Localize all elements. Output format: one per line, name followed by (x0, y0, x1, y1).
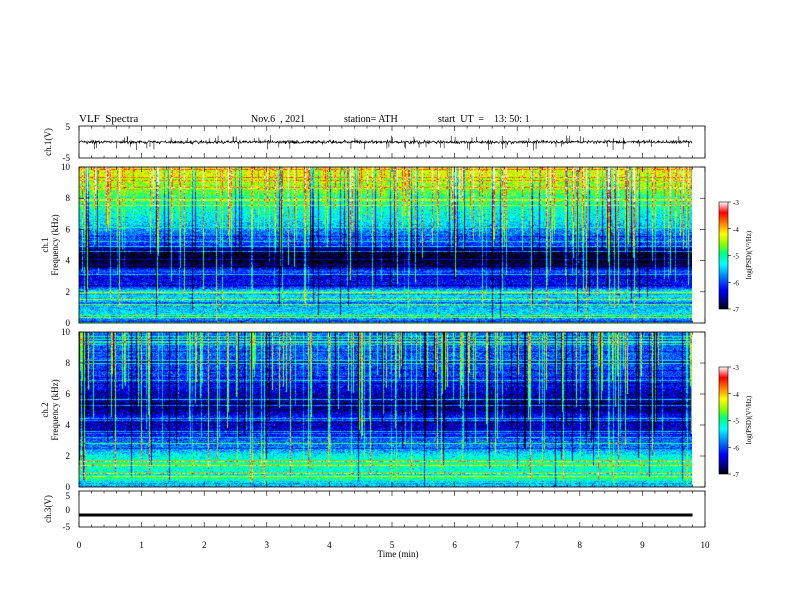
time-axis-tick-label: 3 (265, 540, 270, 550)
ch2-colorbar-tick-label: -7 (733, 471, 739, 479)
ch1-spectrogram-ytick-label: 6 (66, 224, 71, 234)
ch1-spectrogram-image (79, 167, 692, 323)
ch1-waveform-ytick-neg5: -5 (63, 153, 71, 163)
ch2-spectrogram-ytick-label: 10 (61, 327, 71, 337)
figure-title: VLF Spectra (79, 113, 139, 125)
ch1-waveform-ylabel: ch.1(V) (43, 128, 53, 156)
ch2-colorbar-tick-label: -3 (733, 364, 739, 372)
time-axis-tick-label: 1 (139, 540, 144, 550)
time-axis-tick-label: 0 (77, 540, 82, 550)
ch1-waveform-panel: 5 -5 ch.1(V) (43, 122, 706, 163)
time-axis-tick-label: 10 (701, 540, 711, 550)
ch3-waveform-ytick-5: 5 (66, 491, 71, 501)
date-label: Nov.6 , 2021 (251, 114, 306, 125)
ch1-colorbar-label: log(PSD)(V²/Hz) (745, 230, 753, 279)
ch2-spectrogram-ytick-label: 2 (66, 451, 71, 461)
time-axis-tick-label: 7 (515, 540, 520, 550)
ch1-spectrogram-ytick-label: 2 (66, 287, 71, 297)
ch2-spectrogram-ylabel-channel: ch.2 (40, 402, 50, 417)
ch1-waveform-axis-ticks (78, 126, 706, 158)
ch2-colorbar-tick-label: -4 (733, 391, 739, 399)
ch1-waveform-trace (78, 138, 693, 146)
ch2-spectrogram-ytick-labels: 0 2 4 6 8 10 (61, 327, 705, 492)
ch1-spectrogram-ytick-label: 0 (66, 318, 71, 328)
time-axis-label: Time (min) (378, 549, 419, 559)
ch1-colorbar-tick-label: -5 (733, 253, 739, 261)
time-axis-tick-label: 2 (202, 540, 207, 550)
time-axis-tick-label: 8 (578, 540, 583, 550)
ch2-colorbar (718, 366, 729, 475)
time-axis-tick-label: 9 (640, 540, 645, 550)
ch2-colorbar-tick-label: -5 (733, 418, 739, 426)
time-axis-tick-label: 6 (452, 540, 457, 550)
ch2-spectrogram-ytick-label: 8 (66, 358, 71, 368)
ch3-waveform-frame (78, 490, 706, 528)
ch2-spectrogram-ytick-label: 4 (66, 420, 71, 430)
ch1-colorbar-tick-label: -4 (733, 226, 739, 234)
ch1-colorbar (718, 201, 729, 310)
ch1-spectrogram-ylabel-channel: ch.1 (40, 237, 50, 252)
ch1-spectrogram-ytick-labels: 0 2 4 6 8 10 (61, 162, 705, 328)
ch1-spectrogram-ytick-label: 10 (61, 162, 71, 172)
ch2-spectrogram-ytick-label: 6 (66, 389, 71, 399)
ch2-colorbar-tick-label: -6 (733, 444, 739, 452)
time-axis-tick-label: 4 (327, 540, 332, 550)
start-time-label: start UT = 13: 50: 1 (438, 114, 530, 125)
ch3-waveform-ytick-0: 0 (66, 505, 71, 515)
ch3-waveform-ylabel: ch.3(V) (43, 495, 53, 523)
ch2-spectrogram-image (79, 332, 692, 487)
ch1-colorbar-tick-label: -3 (733, 199, 739, 207)
ch3-waveform-trace (79, 513, 693, 517)
ch1-waveform-spikes (94, 135, 689, 151)
ch1-spectrogram-ytick-label: 8 (66, 193, 71, 203)
time-axis-tick-label: 5 (390, 540, 395, 550)
ch1-spectrogram-axis-ticks (78, 167, 706, 323)
ch2-spectrogram-ylabel-frequency: Frequency (kHz) (50, 379, 60, 440)
ch1-spectrogram-ylabel-frequency: Frequency (kHz) (50, 214, 60, 275)
ch2-colorbar-ticks: -3 -4 -5 -6 -7 (728, 364, 739, 479)
ch2-spectrogram-ytick-label: 0 (66, 482, 71, 492)
ch1-colorbar-tick-label: -6 (733, 279, 739, 287)
ch3-waveform-ytick-neg5: -5 (63, 522, 71, 532)
ch1-colorbar-tick-label: -7 (733, 306, 739, 314)
ch2-spectrogram-axis-ticks (78, 332, 706, 487)
ch3-waveform-axis-ticks (78, 491, 706, 527)
ch1-waveform-ytick-5: 5 (66, 122, 71, 132)
ch1-colorbar-ticks: -3 -4 -5 -6 -7 (728, 199, 739, 314)
station-label: station= ATH (344, 114, 398, 125)
time-axis-tick-labels: 0 1 2 3 4 5 6 7 8 9 10 (77, 540, 710, 550)
ch2-colorbar-label: log(PSD)(V²/Hz) (745, 395, 753, 444)
ch1-spectrogram-ytick-label: 4 (66, 256, 71, 266)
ch3-waveform-panel: 5 0 -5 ch.3(V) 0 1 2 3 4 5 6 7 8 9 10 Time (min) (43, 490, 710, 559)
